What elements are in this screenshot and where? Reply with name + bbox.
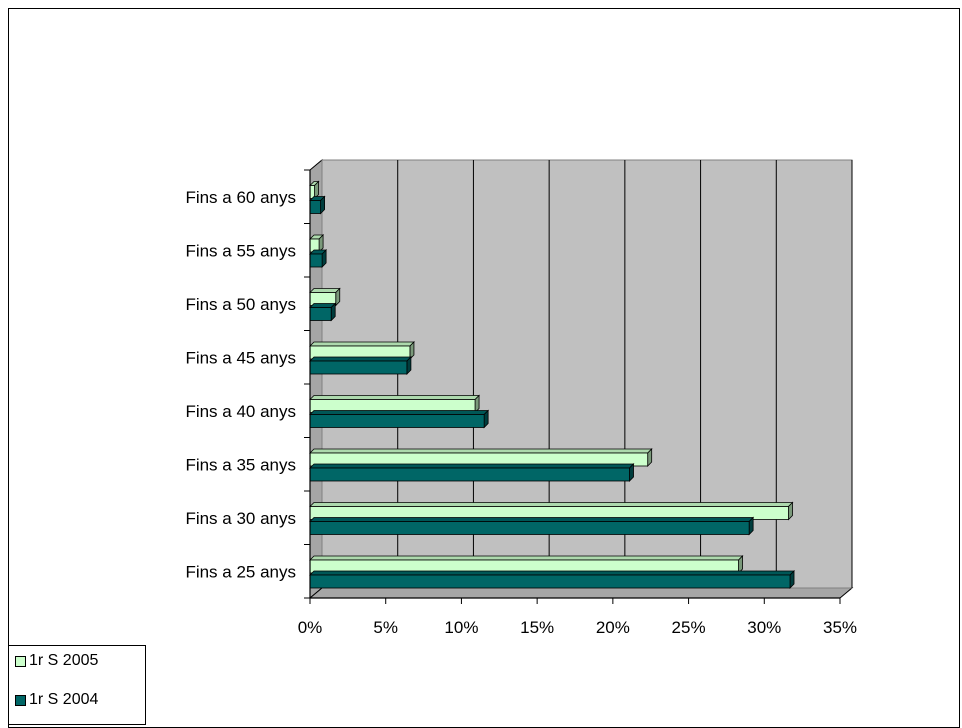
bar-face [309, 360, 408, 375]
bar-2004-6 [309, 249, 328, 268]
bar-2004-2 [309, 463, 635, 482]
category-label: Fins a 35 anys [185, 455, 296, 474]
bar-face [309, 307, 332, 321]
x-tick-label: 20% [596, 618, 630, 637]
category-label: Fins a 60 anys [185, 188, 296, 207]
legend-swatch-2004 [15, 694, 26, 706]
bar-face [309, 521, 750, 535]
axes [304, 169, 841, 604]
category-label: Fins a 55 anys [185, 241, 296, 260]
x-tick-label: 5% [373, 618, 398, 637]
bar-2004-7 [309, 195, 326, 215]
bar-2004-5 [309, 302, 337, 322]
bar-2004-4 [309, 356, 412, 375]
legend-swatch-2005 [15, 655, 26, 667]
bar-2004-0 [309, 570, 795, 589]
legend-item-2005: 1r S 2005 [15, 652, 98, 670]
bar-top [309, 410, 490, 415]
bar-2005-6 [309, 234, 325, 253]
legend-item-2004: 1r S 2004 [15, 691, 98, 709]
bar-face [309, 414, 485, 428]
x-tick-label: 25% [672, 618, 706, 637]
bar-top [309, 517, 755, 522]
bar-2005-3 [309, 394, 481, 414]
category-label: Fins a 30 anys [185, 509, 296, 528]
x-tick-label: 30% [747, 618, 781, 637]
bar-face [309, 467, 630, 482]
bar-2005-7 [309, 180, 320, 200]
bar-2005-1 [309, 501, 794, 521]
legend: 1r S 2005 1r S 2004 [8, 645, 146, 725]
plot-floor [308, 587, 854, 599]
bar-top [309, 288, 341, 293]
x-tick-label: 35% [823, 618, 857, 637]
bar-2005-2 [309, 448, 653, 467]
x-tick-label: 15% [520, 618, 554, 637]
bar-2004-3 [309, 409, 490, 429]
bar-2005-4 [309, 341, 415, 360]
tick-labels: 0% 5% 10% 15% 20% 25% 30% 35% [298, 618, 857, 637]
legend-label-2004: 1r S 2004 [29, 691, 99, 708]
bar-face [309, 200, 322, 214]
bars [309, 180, 795, 589]
bar-face [309, 574, 791, 589]
x-tick-label: 0% [298, 618, 323, 637]
category-label: Fins a 50 anys [185, 295, 296, 314]
bar-top [309, 570, 795, 576]
bar-top [309, 395, 481, 400]
bar-face [309, 253, 323, 268]
category-label: Fins a 45 anys [185, 348, 296, 367]
bar-top [309, 463, 635, 469]
bar-top [309, 555, 744, 561]
category-label: Fins a 40 anys [185, 402, 296, 421]
bar-top [309, 502, 794, 507]
bar-chart: Fins a 25 anys Fins a 30 anys Fins a 35 an… [185, 158, 857, 637]
bar-top [309, 448, 653, 454]
bar-2005-0 [309, 555, 744, 574]
bar-2004-1 [309, 516, 755, 536]
x-tick-label: 10% [444, 618, 478, 637]
category-labels: Fins a 25 anys Fins a 30 anys Fins a 35 an… [185, 188, 296, 582]
bar-top [309, 356, 412, 362]
bar-top [309, 341, 415, 347]
bar-2005-5 [309, 287, 341, 307]
category-label: Fins a 25 anys [185, 562, 296, 581]
legend-label-2005: 1r S 2005 [29, 652, 99, 669]
